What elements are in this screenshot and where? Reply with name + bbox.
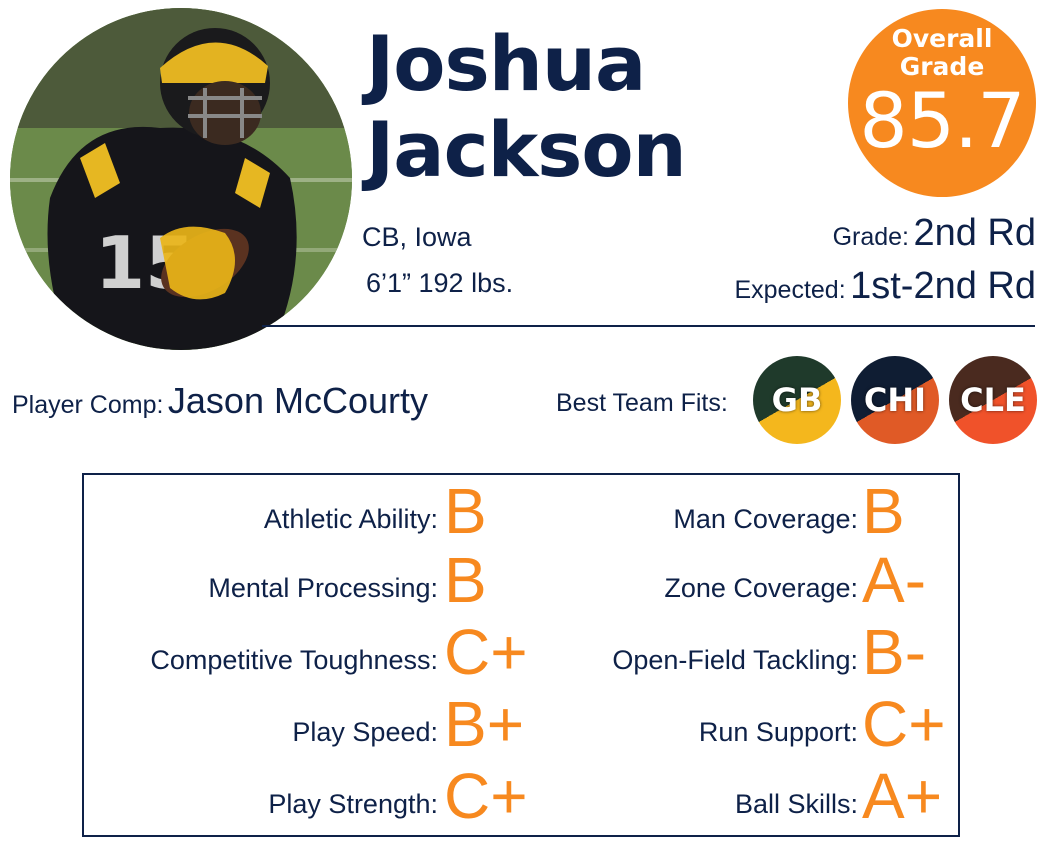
trait-grade-cell: A- <box>862 548 958 612</box>
draft-grade-value: 2nd Rd <box>913 212 1036 254</box>
trait-row: Mental Processing: <box>84 552 438 612</box>
trait-row: Play Strength: <box>84 768 438 828</box>
trait-label: Zone Coverage: <box>664 573 858 603</box>
trait-grade-cell: C+ <box>444 764 564 828</box>
player-first-name: Joshua <box>366 19 646 108</box>
overall-grade-title: Overall Grade <box>848 25 1036 81</box>
trait-grade: B <box>862 475 905 547</box>
trait-label: Man Coverage: <box>673 504 858 534</box>
trait-grade-cell: C+ <box>444 620 564 684</box>
team-fit-badge-chi: CHI <box>851 356 939 444</box>
trait-row: Ball Skills: <box>524 768 858 828</box>
trait-row: Run Support: <box>524 696 858 756</box>
draft-grade-row: Grade: 2nd Rd <box>833 212 1036 255</box>
trait-grade-cell: B+ <box>444 692 564 756</box>
trait-row: Man Coverage: <box>524 483 858 543</box>
overall-grade-title-text: Overall Grade <box>891 24 993 81</box>
expected-round-value: 1st-2nd Rd <box>850 265 1036 307</box>
trait-grade-cell: B- <box>862 620 958 684</box>
trait-grade: C+ <box>444 760 528 832</box>
draft-grade-label: Grade: <box>832 223 909 251</box>
trait-grade: C+ <box>862 688 946 760</box>
trait-grade: B <box>444 544 487 616</box>
trait-row: Zone Coverage: <box>524 552 858 612</box>
trait-grade: B- <box>862 616 926 688</box>
trait-grade: A+ <box>862 760 943 832</box>
player-comp-row: Player Comp: Jason McCourty <box>12 380 428 422</box>
trait-label: Play Speed: <box>292 717 438 747</box>
team-fits-label: Best Team Fits: <box>556 389 728 417</box>
traits-panel: Athletic Ability: B Mental Processing: B… <box>82 473 960 837</box>
overall-grade-badge: Overall Grade 85.7 <box>848 9 1036 197</box>
trait-grade: A- <box>862 544 926 616</box>
trait-label: Competitive Toughness: <box>150 645 438 675</box>
player-comp-label: Player Comp: <box>12 391 164 419</box>
trait-grade: C+ <box>444 616 528 688</box>
trait-label: Play Strength: <box>268 789 438 819</box>
trait-label: Athletic Ability: <box>263 504 438 534</box>
trait-label: Run Support: <box>698 717 858 747</box>
trait-grade-cell: C+ <box>862 692 958 756</box>
overall-grade-value: 85.7 <box>859 76 1025 165</box>
trait-grade-cell: B <box>444 548 564 612</box>
trait-row: Athletic Ability: <box>84 483 438 543</box>
trait-row: Competitive Toughness: <box>84 624 438 684</box>
team-fit-abbr: CHI <box>863 381 927 419</box>
position-school: CB, Iowa <box>362 222 472 252</box>
trait-label: Open-Field Tackling: <box>612 645 858 675</box>
expected-round-row: Expected: 1st-2nd Rd <box>734 265 1036 308</box>
player-photo: 15 <box>10 8 352 350</box>
team-fit-abbr: GB <box>771 381 823 419</box>
trait-label: Mental Processing: <box>208 573 438 603</box>
height-weight: 6’1” 192 lbs. <box>366 268 514 298</box>
trait-grade-cell: A+ <box>862 764 958 828</box>
trait-grade-cell: B <box>444 479 564 543</box>
trait-row: Open-Field Tackling: <box>524 624 858 684</box>
team-fit-abbr: CLE <box>960 381 1026 419</box>
expected-round-label: Expected: <box>734 276 846 304</box>
team-fit-badge-gb: GB <box>753 356 841 444</box>
team-fit-badge-cle: CLE <box>949 356 1037 444</box>
trait-grade: B <box>444 475 487 547</box>
trait-label: Ball Skills: <box>734 789 858 819</box>
header-divider <box>262 325 1035 327</box>
player-comp-value: Jason McCourty <box>167 380 428 421</box>
trait-grade: B+ <box>444 688 525 760</box>
player-last-name: Jackson <box>366 105 687 194</box>
trait-grade-cell: B <box>862 479 958 543</box>
trait-row: Play Speed: <box>84 696 438 756</box>
